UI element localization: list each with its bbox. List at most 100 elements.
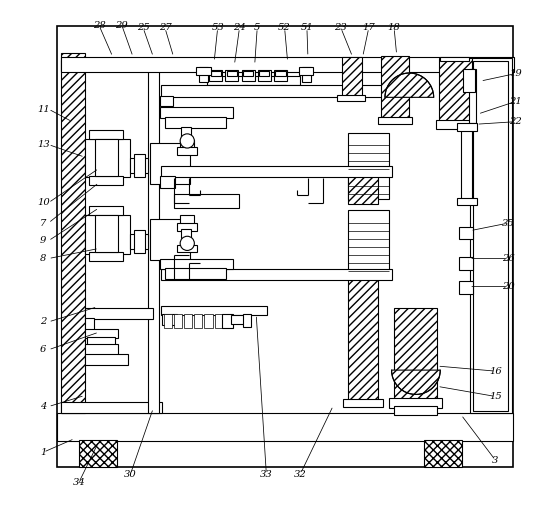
- Bar: [181, 127, 191, 137]
- Bar: [177, 223, 198, 231]
- Bar: [161, 166, 392, 177]
- Text: 1: 1: [40, 448, 47, 457]
- Text: 30: 30: [124, 469, 137, 479]
- Bar: [177, 147, 198, 155]
- Text: 19: 19: [509, 69, 522, 78]
- Text: 25: 25: [137, 23, 149, 32]
- Bar: [209, 70, 222, 81]
- Bar: [243, 314, 251, 327]
- Bar: [85, 308, 153, 319]
- Bar: [378, 117, 412, 124]
- Text: 21: 21: [509, 97, 522, 106]
- Text: 2: 2: [40, 317, 47, 327]
- Bar: [349, 133, 389, 199]
- Bar: [438, 58, 472, 127]
- Text: 20: 20: [502, 282, 514, 291]
- Bar: [280, 85, 286, 96]
- Bar: [242, 85, 248, 96]
- Bar: [459, 281, 473, 294]
- Bar: [177, 245, 198, 252]
- Text: 22: 22: [509, 117, 522, 126]
- Bar: [344, 399, 383, 407]
- Bar: [349, 173, 378, 204]
- Text: 8: 8: [40, 254, 47, 263]
- Bar: [85, 318, 94, 331]
- Bar: [95, 139, 118, 176]
- Bar: [469, 69, 476, 123]
- Bar: [349, 210, 389, 276]
- Text: 34: 34: [72, 478, 85, 487]
- Text: 3: 3: [492, 456, 499, 465]
- Bar: [344, 167, 383, 175]
- Bar: [461, 128, 472, 203]
- Bar: [381, 56, 410, 122]
- Bar: [160, 259, 234, 269]
- Bar: [160, 107, 234, 118]
- Text: 16: 16: [489, 367, 502, 376]
- Bar: [243, 71, 253, 76]
- Bar: [165, 268, 226, 279]
- Bar: [160, 96, 173, 106]
- Bar: [459, 227, 473, 239]
- Text: 15: 15: [489, 392, 502, 401]
- Bar: [60, 53, 85, 413]
- Text: 28: 28: [93, 21, 105, 30]
- Text: 32: 32: [294, 469, 307, 479]
- Bar: [349, 275, 378, 402]
- Bar: [89, 206, 123, 215]
- Text: 27: 27: [159, 23, 171, 32]
- Text: 18: 18: [388, 23, 401, 32]
- Bar: [57, 413, 513, 441]
- Bar: [194, 314, 203, 328]
- Bar: [389, 398, 442, 408]
- Bar: [462, 69, 475, 92]
- Bar: [87, 337, 115, 346]
- Bar: [204, 314, 213, 328]
- Bar: [394, 308, 437, 402]
- Circle shape: [180, 236, 194, 250]
- Bar: [184, 314, 193, 328]
- Text: 51: 51: [300, 23, 313, 32]
- Bar: [60, 57, 514, 72]
- Bar: [274, 70, 287, 81]
- Bar: [473, 61, 508, 411]
- Text: 11: 11: [37, 104, 49, 114]
- Bar: [196, 67, 210, 75]
- Bar: [160, 176, 175, 188]
- Bar: [134, 230, 145, 253]
- Text: 53: 53: [211, 23, 224, 32]
- Bar: [180, 215, 194, 224]
- Bar: [423, 440, 462, 467]
- Bar: [436, 120, 475, 129]
- Bar: [440, 57, 469, 61]
- Bar: [60, 60, 162, 71]
- Bar: [89, 130, 123, 139]
- Bar: [231, 315, 246, 324]
- Bar: [85, 215, 130, 254]
- Text: 29: 29: [115, 21, 128, 30]
- Text: 23: 23: [335, 23, 347, 32]
- Text: 13: 13: [37, 140, 49, 149]
- Bar: [206, 76, 300, 85]
- Text: 35: 35: [502, 219, 514, 228]
- Bar: [210, 71, 221, 76]
- Bar: [95, 215, 118, 252]
- Bar: [85, 354, 128, 365]
- Bar: [459, 257, 473, 270]
- Text: 26: 26: [502, 254, 514, 263]
- Circle shape: [180, 134, 194, 148]
- Bar: [302, 67, 311, 82]
- Bar: [275, 71, 286, 76]
- Text: 33: 33: [260, 469, 273, 479]
- Bar: [150, 219, 190, 260]
- Bar: [342, 57, 362, 97]
- Bar: [199, 67, 208, 82]
- Bar: [163, 314, 176, 325]
- Bar: [164, 314, 172, 328]
- Text: 7: 7: [40, 219, 47, 228]
- Bar: [85, 344, 118, 355]
- Text: 9: 9: [40, 236, 47, 245]
- Bar: [79, 440, 117, 467]
- Text: 6: 6: [40, 345, 47, 354]
- Bar: [222, 314, 233, 328]
